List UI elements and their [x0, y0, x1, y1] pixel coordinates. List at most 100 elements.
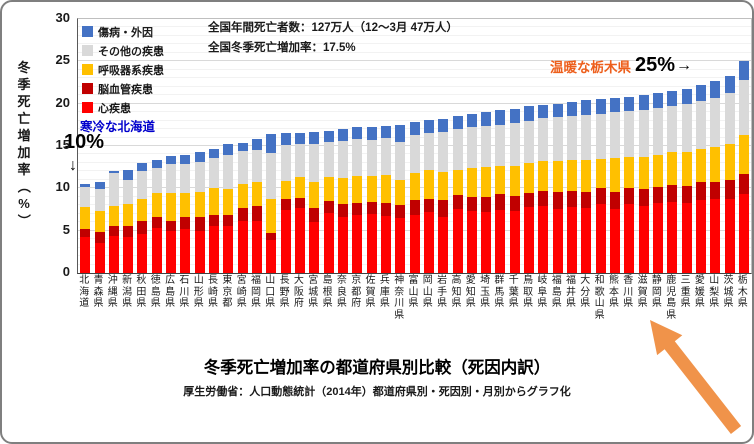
bar-熊本県-呼吸器系疾患 — [610, 157, 620, 192]
bar-愛媛県-心疾患 — [695, 200, 706, 273]
bar-徳島県-脳血管疾患 — [151, 217, 162, 229]
bar-山口県-心疾患 — [266, 240, 277, 273]
bar-岐阜県-心疾患 — [538, 206, 549, 273]
x-label-兵庫県: 兵庫県 — [379, 275, 390, 309]
bar-鹿児島県-呼吸器系疾患 — [667, 151, 678, 185]
bar-香川県-傷病・外因 — [624, 96, 635, 112]
bar-香川県-脳血管疾患 — [624, 188, 635, 205]
bar-埼玉県-呼吸器系疾患 — [481, 167, 492, 197]
chart-source: 厚生労働省：人口動態統計（2014年）都道府県別・死因別・月別からグラフ化 — [183, 386, 571, 398]
bar-兵庫県-傷病・外因 — [380, 125, 391, 138]
bar-北海道-脳血管疾患 — [80, 228, 91, 238]
orange-pointer-arrow-icon — [650, 320, 742, 434]
bar-高知県-心疾患 — [452, 208, 463, 273]
bar-岐阜県-その他の疾患 — [538, 118, 549, 162]
right-arrow-icon: → — [676, 56, 693, 74]
bar-奈良県-傷病・外因 — [337, 129, 348, 141]
gridline-19 — [78, 111, 751, 113]
bar-山形県-その他の疾患 — [194, 162, 205, 192]
bar-新潟県-心疾患 — [123, 236, 134, 273]
bar-宮城県-その他の疾患 — [309, 144, 320, 182]
bar-岐阜県-呼吸器系疾患 — [538, 161, 549, 191]
bar-千葉県-呼吸器系疾患 — [509, 165, 520, 196]
bar-群馬県-脳血管疾患 — [495, 194, 506, 210]
bar-香川県-呼吸器系疾患 — [624, 157, 635, 189]
bar-福島県-傷病・外因 — [552, 103, 563, 118]
bar-京都府-心疾患 — [352, 215, 363, 273]
bar-栃木県-呼吸器系疾患 — [738, 135, 749, 174]
gridline-21 — [78, 94, 751, 96]
bar-山形県-心疾患 — [194, 230, 205, 273]
x-label-北海道: 北海道 — [79, 275, 90, 309]
bar-愛知県-傷病・外因 — [466, 113, 477, 128]
legend-item-脳血管疾患: 脳血管疾患 — [82, 79, 164, 98]
bar-宮城県-心疾患 — [309, 222, 320, 273]
down-arrow-icon: ↓ — [69, 157, 77, 174]
legend-item-傷病・外因: 傷病・外因 — [82, 22, 164, 41]
x-label-岩手県: 岩手県 — [437, 275, 448, 309]
bar-大阪府-呼吸器系疾患 — [294, 176, 305, 198]
x-label-宮城県: 宮城県 — [308, 275, 319, 309]
x-label-山形県: 山形県 — [193, 275, 204, 309]
bar-秋田県-呼吸器系疾患 — [137, 198, 148, 222]
bar-高知県-その他の疾患 — [452, 129, 463, 170]
legend-swatch-icon — [82, 102, 93, 113]
x-label-千葉県: 千葉県 — [508, 275, 519, 309]
bar-香川県-その他の疾患 — [624, 111, 635, 157]
bar-静岡県-傷病・外因 — [652, 92, 663, 108]
bar-鳥取県-呼吸器系疾患 — [524, 163, 535, 193]
bar-宮崎県-その他の疾患 — [237, 151, 248, 185]
bar-群馬県-傷病・外因 — [495, 110, 506, 125]
bar-神奈川県-その他の疾患 — [395, 141, 406, 180]
gridline-26 — [78, 51, 751, 53]
x-label-静岡県: 静岡県 — [651, 275, 662, 309]
bar-福岡県-脳血管疾患 — [252, 206, 262, 221]
bar-青森県-心疾患 — [94, 242, 105, 273]
x-label-東京都: 東京都 — [222, 275, 233, 309]
bar-千葉県-心疾患 — [509, 211, 520, 273]
bar-岩手県-脳血管疾患 — [438, 200, 449, 218]
x-label-福井県: 福井県 — [566, 275, 576, 309]
gridline-27 — [78, 43, 751, 45]
bar-京都府-その他の疾患 — [352, 139, 363, 176]
bar-広島県-心疾患 — [166, 230, 177, 273]
annotation-warm-label: 温暖な栃木県 — [550, 59, 631, 75]
legend-swatch-icon — [82, 64, 93, 75]
bar-徳島県-その他の疾患 — [151, 168, 162, 194]
bar-山口県-その他の疾患 — [266, 152, 277, 200]
bar-山口県-傷病・外因 — [266, 134, 277, 153]
bar-佐賀県-心疾患 — [366, 213, 377, 273]
y-tick-20: 20 — [55, 94, 70, 110]
bar-宮崎県-呼吸器系疾患 — [237, 184, 248, 208]
bar-茨城県-心疾患 — [724, 198, 735, 273]
bar-広島県-呼吸器系疾患 — [166, 193, 177, 221]
bar-山口県-呼吸器系疾患 — [266, 199, 277, 234]
x-label-山梨県: 山梨県 — [709, 275, 720, 309]
bar-愛知県-心疾患 — [466, 211, 477, 273]
bar-滋賀県-傷病・外因 — [638, 95, 649, 111]
bar-秋田県-傷病・外因 — [137, 162, 148, 172]
bar-千葉県-その他の疾患 — [509, 123, 520, 166]
x-label-沖縄県: 沖縄県 — [107, 275, 118, 309]
bar-埼玉県-脳血管疾患 — [481, 196, 492, 212]
bar-埼玉県-傷病・外因 — [481, 112, 492, 126]
bar-東京都-その他の疾患 — [223, 155, 234, 190]
x-label-大阪府: 大阪府 — [293, 275, 304, 309]
bar-岩手県-心疾患 — [438, 217, 449, 273]
bar-山形県-呼吸器系疾患 — [194, 191, 205, 218]
bar-栃木県-その他の疾患 — [738, 80, 749, 135]
bar-新潟県-呼吸器系疾患 — [123, 203, 134, 226]
bar-千葉県-傷病・外因 — [509, 108, 520, 124]
annotation-warm-value: 25% — [635, 54, 676, 76]
bar-和歌山県-その他の疾患 — [595, 113, 606, 159]
bar-大阪府-心疾患 — [294, 207, 305, 273]
bar-大分県-心疾患 — [581, 207, 592, 273]
x-label-栃木県: 栃木県 — [737, 275, 748, 309]
bar-愛知県-呼吸器系疾患 — [466, 168, 477, 197]
bar-三重県-その他の疾患 — [681, 103, 692, 152]
y-tick-30: 30 — [55, 10, 70, 25]
bar-奈良県-脳血管疾患 — [337, 203, 348, 218]
bar-静岡県-呼吸器系疾患 — [652, 154, 663, 187]
bar-長崎県-傷病・外因 — [209, 149, 219, 158]
